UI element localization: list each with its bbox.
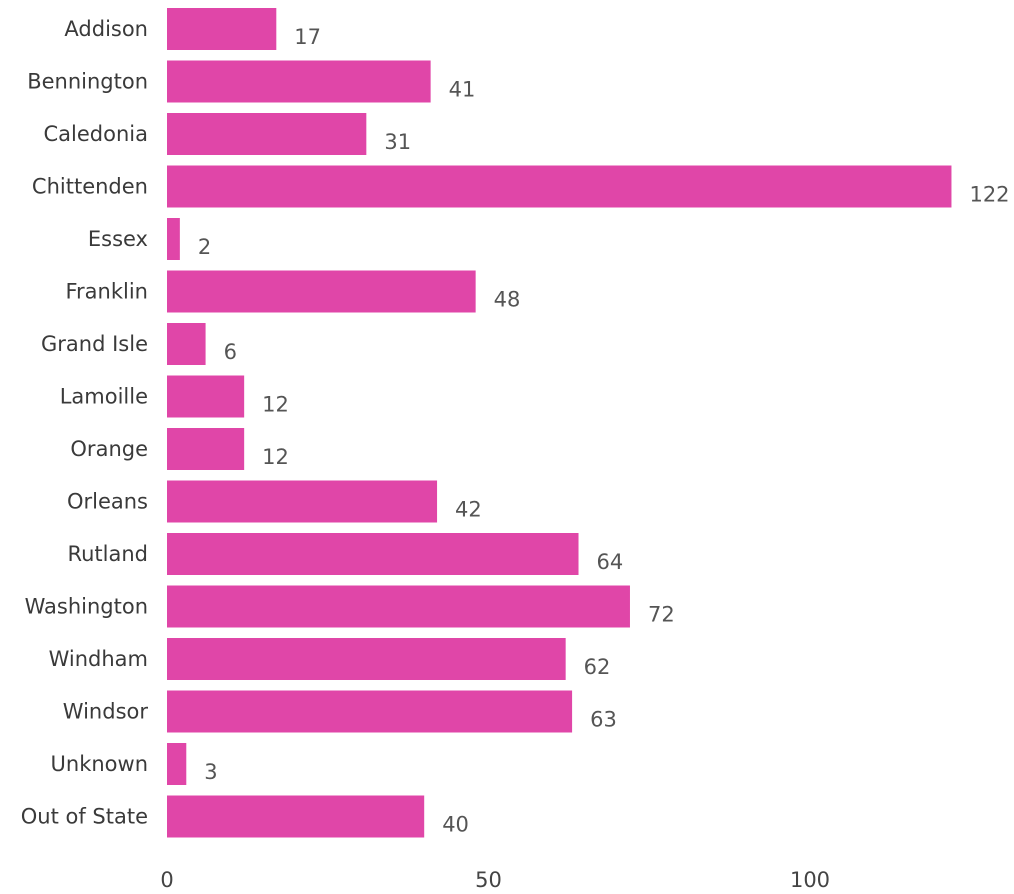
value-labels: 17 41 31 122 2 48 6 12 12 42 64 72 62 63 3 40 bbox=[198, 25, 1010, 837]
value-label-out-of-state: 40 bbox=[442, 813, 469, 837]
bar-bennington bbox=[167, 60, 431, 103]
category-label-grand-isle: Grand Isle bbox=[41, 332, 148, 356]
x-tick-label-0: 0 bbox=[160, 868, 173, 892]
bar-grand-isle bbox=[167, 323, 206, 365]
value-label-franklin: 48 bbox=[494, 288, 521, 312]
bar-caledonia bbox=[167, 113, 367, 155]
bar-unknown bbox=[167, 743, 187, 785]
x-axis-ticks: 0 50 100 bbox=[160, 868, 830, 892]
category-label-unknown: Unknown bbox=[51, 752, 148, 776]
value-label-orleans: 42 bbox=[455, 498, 482, 522]
bar-addison bbox=[167, 8, 277, 50]
value-label-bennington: 41 bbox=[449, 78, 476, 102]
category-label-addison: Addison bbox=[64, 17, 148, 41]
value-label-windham: 62 bbox=[584, 655, 611, 679]
bar-orange bbox=[167, 428, 245, 470]
category-label-lamoille: Lamoille bbox=[60, 385, 148, 409]
bar-chittenden bbox=[167, 165, 952, 208]
value-label-unknown: 3 bbox=[204, 760, 217, 784]
bar-orleans bbox=[167, 480, 438, 523]
value-label-lamoille: 12 bbox=[262, 393, 289, 417]
x-tick-label-50: 50 bbox=[475, 868, 502, 892]
bar-lamoille bbox=[167, 375, 245, 418]
category-label-rutland: Rutland bbox=[67, 542, 148, 566]
bars-layer bbox=[167, 8, 952, 838]
value-label-caledonia: 31 bbox=[384, 130, 411, 154]
category-label-orleans: Orleans bbox=[67, 490, 148, 514]
category-label-orange: Orange bbox=[70, 437, 148, 461]
bar-essex bbox=[167, 218, 180, 260]
value-label-windsor: 63 bbox=[590, 708, 617, 732]
value-label-washington: 72 bbox=[648, 603, 675, 627]
category-label-franklin: Franklin bbox=[65, 280, 148, 304]
category-label-windham: Windham bbox=[49, 647, 148, 671]
value-label-essex: 2 bbox=[198, 235, 211, 259]
value-label-rutland: 64 bbox=[597, 550, 624, 574]
category-label-caledonia: Caledonia bbox=[44, 122, 148, 146]
category-labels: Addison Bennington Caledonia Chittenden Esse… bbox=[21, 17, 149, 829]
category-label-windsor: Windsor bbox=[63, 700, 149, 724]
value-label-orange: 12 bbox=[262, 445, 289, 469]
bar-washington bbox=[167, 585, 630, 628]
bar-franklin bbox=[167, 270, 476, 313]
category-label-washington: Washington bbox=[25, 595, 148, 619]
bar-out-of-state bbox=[167, 795, 425, 838]
value-label-chittenden: 122 bbox=[969, 183, 1009, 207]
bar-windham bbox=[167, 638, 566, 680]
category-label-essex: Essex bbox=[88, 227, 148, 251]
value-label-grand-isle: 6 bbox=[224, 340, 237, 364]
value-label-addison: 17 bbox=[294, 25, 321, 49]
x-tick-label-100: 100 bbox=[790, 868, 830, 892]
category-label-out-of-state: Out of State bbox=[21, 805, 148, 829]
category-label-chittenden: Chittenden bbox=[32, 175, 148, 199]
bar-rutland bbox=[167, 533, 579, 575]
category-label-bennington: Bennington bbox=[27, 70, 148, 94]
bar-windsor bbox=[167, 690, 573, 733]
